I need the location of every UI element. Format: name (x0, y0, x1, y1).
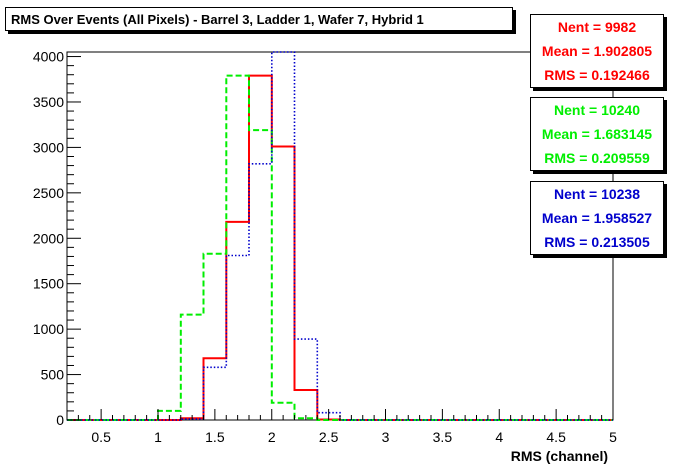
y-tick-label: 0 (56, 412, 64, 428)
y-tick-label: 3500 (33, 94, 64, 110)
stat-mean: Mean = 1.902805 (541, 43, 653, 59)
x-tick-label: 2 (268, 429, 276, 445)
stat-rms: RMS = 0.209559 (544, 150, 650, 166)
x-tick-label: 4.5 (546, 429, 566, 445)
axis-layer: 0.5 1 1.5 2 2.5 3 3.5 4 4.5 5 0 500 1000 1500 2000 2500… (33, 49, 617, 445)
stat-mean: Mean = 1.958527 (541, 210, 653, 226)
plot-frame (66, 51, 614, 421)
y-tick-label: 4000 (33, 49, 64, 65)
x-tick-label: 0.5 (91, 429, 111, 445)
y-tick-label: 3000 (33, 139, 64, 155)
stat-nent: Nent = 10238 (554, 186, 640, 202)
series-line-2 (67, 51, 613, 421)
y-tick-label: 1000 (33, 321, 64, 337)
stats-box-red: Nent = 9982 Mean = 1.902805 RMS = 0.1924… (530, 14, 664, 88)
chart-title: RMS Over Events (All Pixels) - Barrel 3,… (5, 7, 513, 31)
stats-box-green: Nent = 10240 Mean = 1.683145 RMS = 0.209… (530, 97, 664, 171)
x-axis-label: RMS (channel) (510, 448, 608, 464)
stat-mean: Mean = 1.683145 (541, 126, 653, 142)
x-tick-label: 2.5 (319, 429, 339, 445)
x-tick-label: 1 (154, 429, 162, 445)
stats-box-blue: Nent = 10238 Mean = 1.958527 RMS = 0.213… (530, 181, 664, 255)
y-tick-label: 2500 (33, 185, 64, 201)
y-tick-label: 2000 (33, 230, 64, 246)
y-tick-label: 1500 (33, 276, 64, 292)
y-tick-label: 500 (41, 367, 65, 383)
stat-rms: RMS = 0.192466 (544, 67, 650, 83)
stat-nent: Nent = 10240 (554, 102, 640, 118)
stat-rms: RMS = 0.213505 (544, 234, 650, 250)
x-tick-label: 1.5 (205, 429, 225, 445)
stat-nent: Nent = 9982 (557, 19, 637, 35)
x-tick-label: 4 (495, 429, 503, 445)
x-tick-label: 3.5 (433, 429, 453, 445)
x-tick-label: 5 (609, 429, 617, 445)
x-tick-label: 3 (382, 429, 390, 445)
